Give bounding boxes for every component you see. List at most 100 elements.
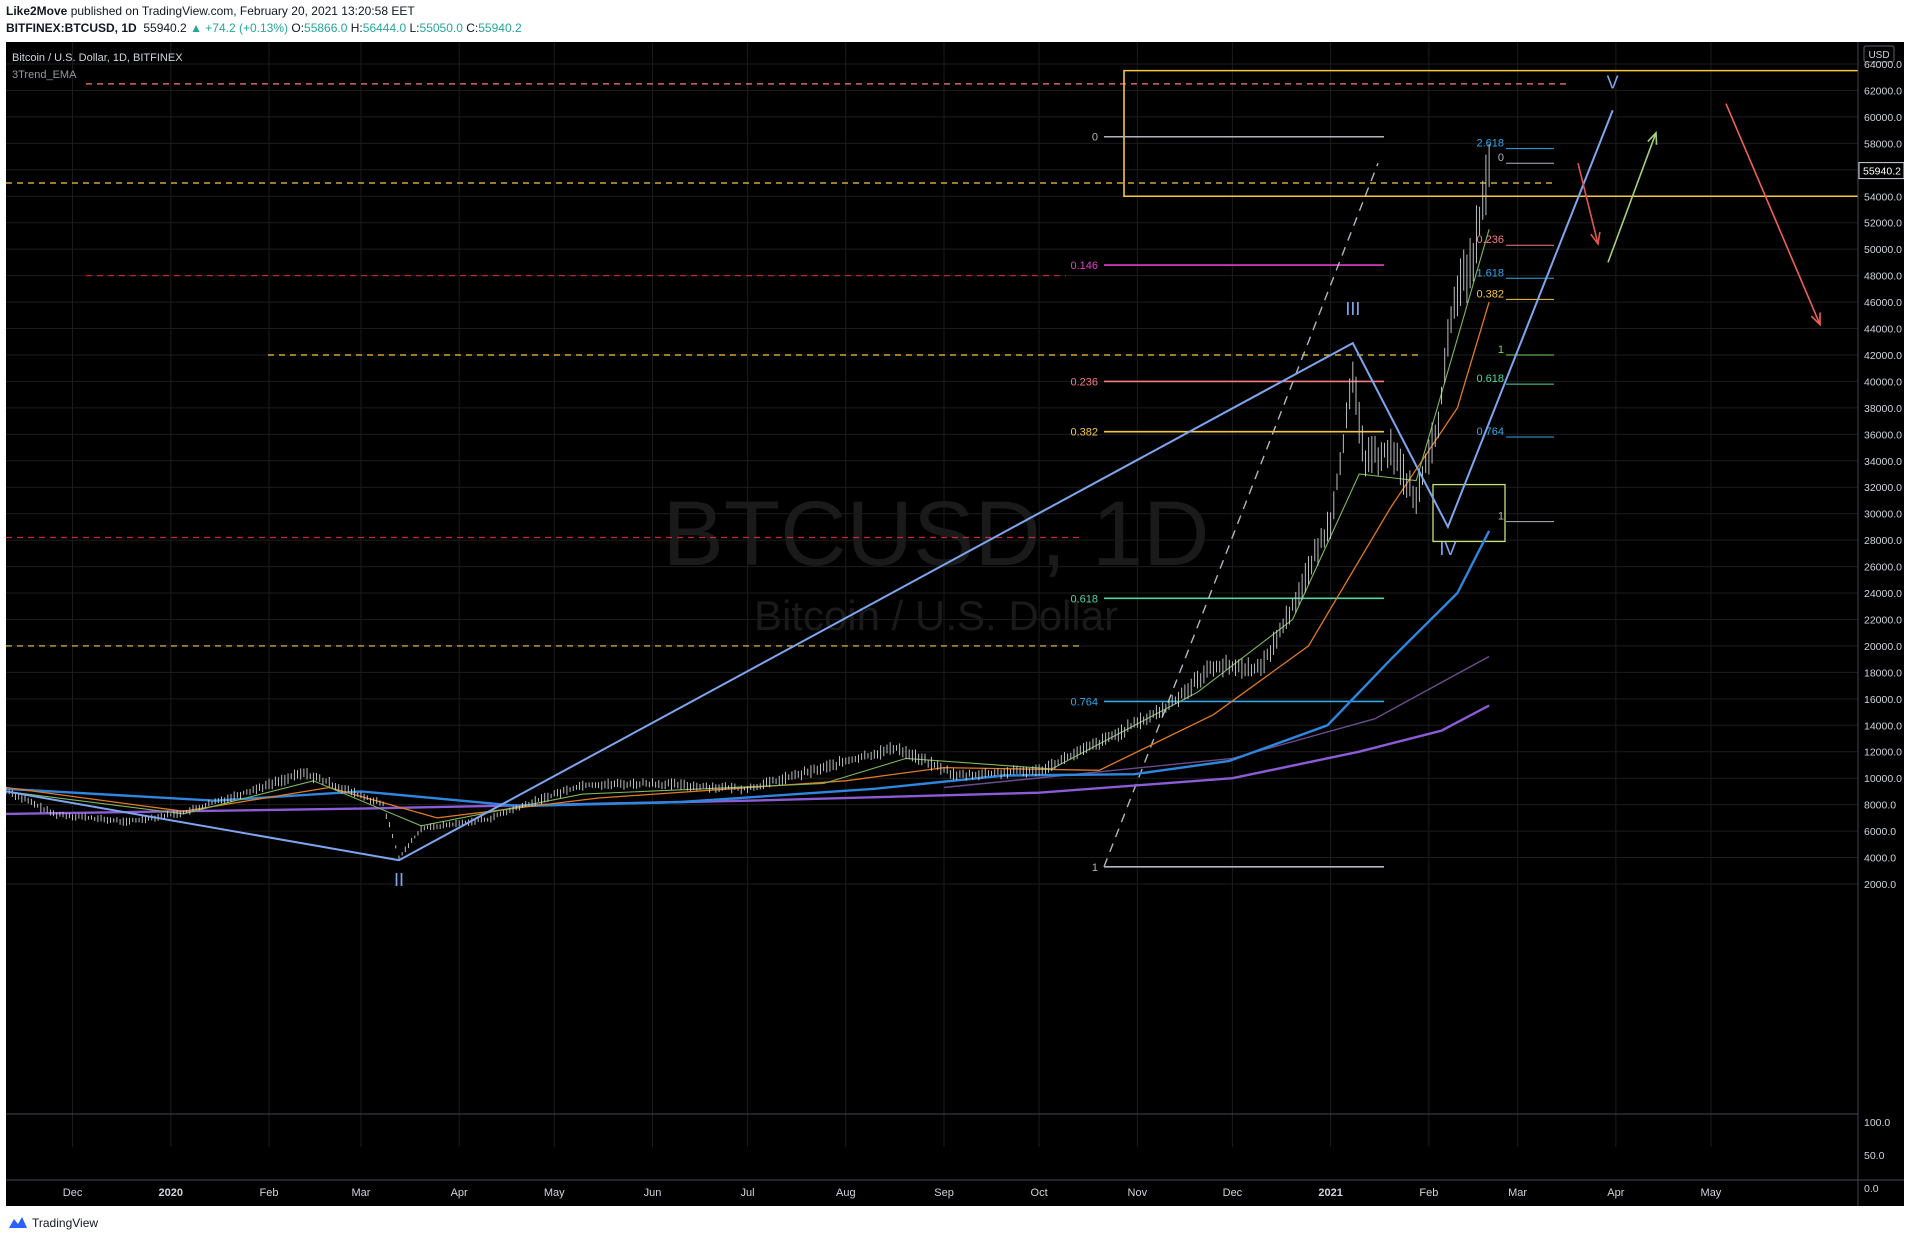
price-tick-label: 60000.0 [1864, 112, 1902, 124]
down-arrow-short-head [1590, 231, 1601, 246]
price-axis[interactable]: USD64000.062000.060000.058000.056000.054… [1857, 42, 1905, 1206]
price-chart[interactable]: BTCUSD, 1D Bitcoin / U.S. Dollar 00.1460… [5, 42, 1905, 1206]
watermark-name: Bitcoin / U.S. Dollar [754, 592, 1118, 639]
fib-level-label: 0.236 [1070, 376, 1098, 388]
price-tick-label: 54000.0 [1864, 191, 1902, 203]
publisher-name[interactable]: Like2Move [6, 4, 68, 18]
wave-label: IV [1439, 539, 1456, 559]
volume-tick-label: 50.0 [1864, 1150, 1885, 1162]
fib-level-label: 0.764 [1070, 696, 1098, 708]
fib-ext-label: 0.618 [1476, 373, 1504, 385]
open-value: 55866.0 [304, 21, 348, 35]
wave-label: III [1345, 299, 1360, 319]
last-price-label: 55940.2 [1863, 166, 1901, 178]
price-change: ▲ +74.2 (+0.13%) [190, 21, 289, 35]
chart-area[interactable]: BTCUSD, 1D Bitcoin / U.S. Dollar 0 0.146 0… [5, 42, 1905, 1206]
price-tick-label: 24000.0 [1864, 588, 1902, 600]
high-value: 56444.0 [362, 21, 407, 35]
chart-background [6, 42, 1904, 1206]
time-tick-label: Aug [836, 1187, 856, 1199]
time-tick-label: Nov [1128, 1187, 1148, 1199]
fib-ext-label: 1 [1498, 511, 1504, 523]
price-tick-label: 28000.0 [1864, 535, 1902, 547]
publish-line: Like2Move published on TradingView.com, … [6, 4, 415, 18]
ohlc-line: BITFINEX:BTCUSD, 1D 55940.2 ▲ +74.2 (+0.… [6, 21, 522, 35]
currency-badge [1863, 45, 1895, 63]
price-tick-label: 16000.0 [1864, 694, 1902, 706]
price-tick-label: 32000.0 [1864, 482, 1902, 494]
price-tick-label: 46000.0 [1864, 297, 1902, 309]
ema-violet-line [943, 655, 1490, 789]
price-tick-label: 10000.0 [1864, 773, 1902, 785]
correction-box [1432, 483, 1506, 543]
high-label: H: [350, 21, 363, 35]
symbol-label: BITFINEX:BTCUSD, 1D [6, 21, 137, 35]
price-tick-label: 34000.0 [1864, 456, 1902, 468]
price-tick-label: 22000.0 [1864, 614, 1902, 626]
time-tick-label: May [544, 1187, 565, 1199]
legend-indicator[interactable]: 3Trend_EMA [12, 69, 77, 81]
fib-ext-label: 0 [1498, 152, 1504, 164]
down-arrow-long [1725, 103, 1821, 325]
price-tick-label: 18000.0 [1864, 667, 1902, 679]
fib-level-label: 1 [1092, 862, 1098, 874]
price-tick-label: 38000.0 [1864, 403, 1902, 415]
footer: TradingView [0, 1208, 1910, 1237]
time-tick-label: Sep [934, 1187, 954, 1199]
wave-label: II [394, 870, 404, 890]
time-tick-label: 2020 [159, 1187, 183, 1199]
price-tick-label: 48000.0 [1864, 271, 1902, 283]
fib-ext-label: 0.382 [1476, 288, 1504, 300]
time-tick-label: Feb [260, 1187, 279, 1199]
fib-ext-label: 0.236 [1476, 234, 1504, 246]
price-tick-label: 58000.0 [1864, 138, 1902, 150]
watermark: BTCUSD, 1D Bitcoin / U.S. Dollar [663, 483, 1210, 639]
price-tick-label: 62000.0 [1864, 85, 1902, 97]
price-tick-label: 64000.0 [1864, 59, 1902, 71]
price-tick-label: 12000.0 [1864, 747, 1902, 759]
time-tick-label: Mar [1508, 1187, 1527, 1199]
down-arrow-short [1577, 163, 1599, 245]
fib-ext-label: 1 [1498, 344, 1504, 356]
currency-label: USD [1868, 50, 1889, 61]
close-label: C: [466, 21, 479, 35]
time-tick-label: Apr [451, 1187, 468, 1199]
up-arrow [1607, 132, 1657, 263]
volume-tick-label: 0.0 [1864, 1183, 1879, 1195]
fib-ext-label: 0.764 [1476, 426, 1504, 438]
price-tick-label: 36000.0 [1864, 429, 1902, 441]
footer-brand[interactable]: TradingView [32, 1216, 99, 1230]
time-tick-label: Apr [1607, 1187, 1624, 1199]
fib-ext-label: 1.618 [1476, 267, 1504, 279]
open-label: O: [291, 21, 305, 35]
price-tick-label: 4000.0 [1864, 853, 1896, 865]
price-axis-bg [1858, 42, 1904, 1206]
fib-level-label: 0.146 [1070, 260, 1098, 272]
price-tick-label: 14000.0 [1864, 720, 1902, 732]
time-tick-label: Mar [351, 1187, 370, 1199]
price-candles [5, 143, 1490, 860]
time-tick-label: Dec [1223, 1187, 1243, 1199]
grid [6, 42, 1858, 1147]
time-tick-label: May [1701, 1187, 1722, 1199]
fib-retracement: 0 0.146 0.236 0.382 0.618 0.764 1 2.618 0 0.236 1.… [1070, 132, 1554, 874]
fib-level-label: 0 [1092, 132, 1098, 144]
volume-tick-label: 100.0 [1864, 1117, 1890, 1129]
published-text: published on TradingView.com, February 2… [67, 4, 415, 18]
fib-ext-label: 2.618 [1476, 138, 1504, 150]
price-tick-label: 42000.0 [1864, 350, 1902, 362]
wave-line [5, 109, 1614, 862]
time-tick-label: Jun [644, 1187, 662, 1199]
price-tick-label: 20000.0 [1864, 641, 1902, 653]
target-zone-box [1123, 69, 1858, 198]
time-tick-label: Dec [63, 1187, 83, 1199]
time-tick-label: 2021 [1318, 1187, 1342, 1199]
low-label: L: [409, 21, 420, 35]
price-tick-label: 50000.0 [1864, 244, 1902, 256]
tradingview-logo-icon [9, 1217, 27, 1228]
ema-purple-line [5, 704, 1490, 816]
projection-arrows [1577, 103, 1821, 327]
time-axis[interactable]: Dec 2020 Feb Mar Apr May Jun Jul Aug Sep Oct Nov Dec… [6, 1179, 1904, 1199]
price-tick-label: 40000.0 [1864, 376, 1902, 388]
